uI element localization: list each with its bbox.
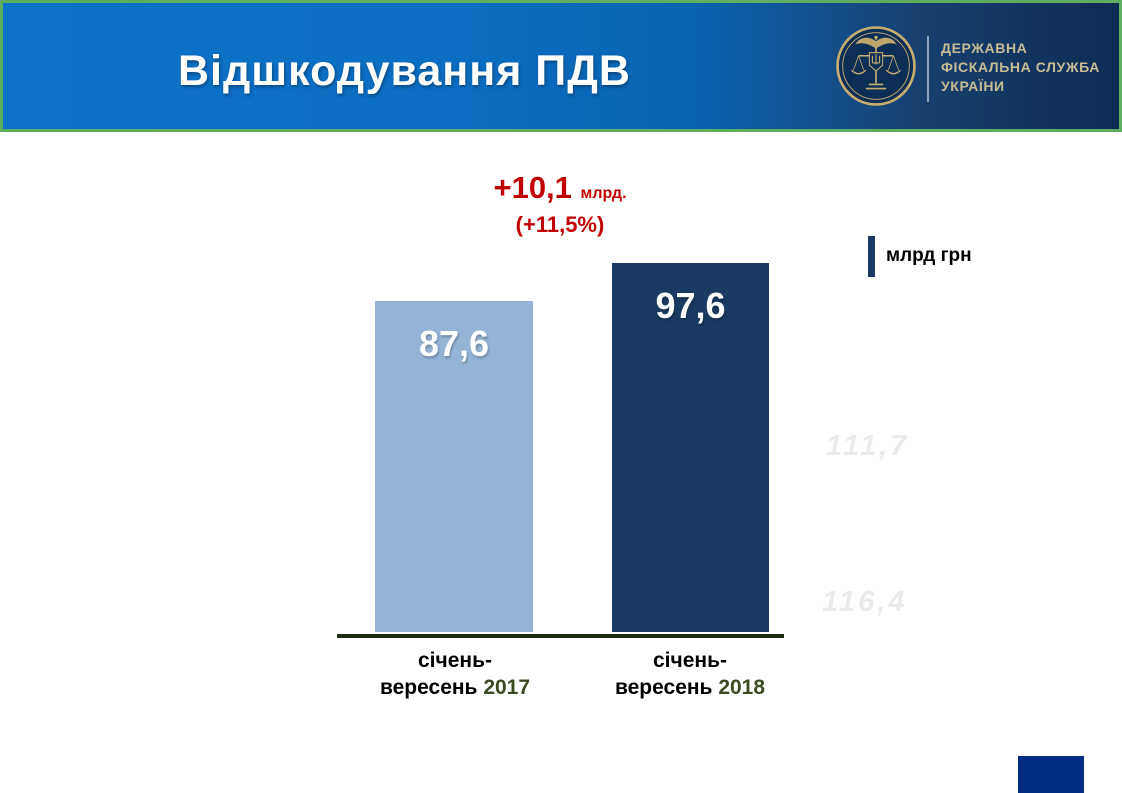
ghost-label-1: 111,7	[826, 430, 910, 462]
x-label-2017: січень- вересень 2017	[350, 647, 560, 701]
agency-name-line1: ДЕРЖАВНА	[941, 40, 1028, 56]
header-band: Відшкодування ПДВ	[0, 0, 1122, 132]
x-label-2017-line1: січень-	[418, 649, 492, 672]
growth-percent: (+11,5%)	[515, 212, 605, 237]
x-label-2017-line2: вересень 2017	[379, 676, 531, 699]
unit-tick-mark	[868, 236, 875, 277]
growth-delta-value: +10,1	[493, 170, 572, 205]
bar-2017: 87,6	[375, 301, 533, 632]
x-label-2018-line1: січень-	[653, 649, 727, 672]
agency-name: ДЕРЖАВНА ФІСКАЛЬНА СЛУЖБА УКРАЇНИ	[941, 39, 1100, 96]
agency-name-line3: УКРАЇНИ	[941, 78, 1005, 94]
year-2017: 2017	[483, 676, 531, 699]
page-title: Відшкодування ПДВ	[178, 47, 631, 95]
growth-delta-unit: млрд.	[580, 185, 627, 202]
fiscal-service-emblem-icon	[835, 25, 917, 107]
growth-delta: +10,1 млрд.	[420, 171, 700, 211]
ghost-label-2: 116,4	[822, 586, 908, 618]
year-2018: 2018	[718, 676, 766, 699]
logo-divider	[927, 36, 929, 102]
x-label-2018: січень- вересень 2018	[585, 647, 795, 701]
bar-2018-value: 97,6	[655, 285, 726, 326]
agency-logo-group: ДЕРЖАВНА ФІСКАЛЬНА СЛУЖБА УКРАЇНИ	[787, 3, 1119, 129]
x-label-2018-line2: вересень 2018	[614, 676, 766, 699]
growth-annotation: +10,1 млрд. (+11,5%)	[420, 171, 700, 239]
bar-2017-value: 87,6	[418, 323, 490, 364]
bar-2018: 97,6	[612, 263, 769, 632]
corner-rectangle	[1018, 756, 1084, 793]
agency-name-line2: ФІСКАЛЬНА СЛУЖБА	[941, 59, 1100, 75]
x-axis-line	[337, 634, 784, 638]
unit-label: млрд грн	[886, 245, 972, 266]
